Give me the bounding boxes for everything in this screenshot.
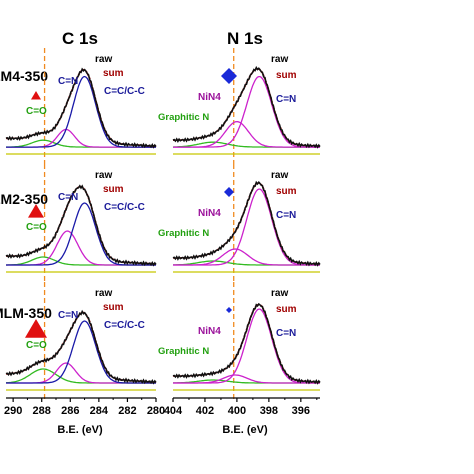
panel-c1s-mlm: raw sum C=N C=C/C-C C=O (5, 282, 157, 400)
tick-label: 288 (33, 405, 51, 417)
label-raw: raw (271, 54, 288, 65)
series-nin4 (173, 120, 320, 148)
label-cn: C=N (276, 210, 296, 221)
series-raw (5, 184, 157, 267)
row-label-lm2: LM2-350 (0, 191, 48, 207)
label-sum: sum (103, 302, 124, 313)
label-nin4: NiN4 (198, 92, 221, 103)
diamond-marker (221, 68, 237, 84)
tick-label: 280 (147, 405, 165, 417)
panel-n1s-lm2: raw sum NiN4 C=N Graphitic N (158, 164, 321, 282)
label-cn: C=N (276, 328, 296, 339)
label-sum: sum (103, 184, 124, 195)
label-nin4: NiN4 (198, 208, 221, 219)
triangle-marker (31, 91, 41, 100)
label-ccc: C=C/C-C (104, 320, 145, 331)
label-co: C=O (26, 222, 47, 233)
label-sum: sum (276, 304, 297, 315)
label-raw: raw (95, 54, 112, 65)
label-graphitic: Graphitic N (158, 228, 209, 239)
series-raw (5, 67, 157, 149)
label-cn: C=N (276, 94, 296, 105)
tick-label: 404 (164, 405, 183, 417)
tick-label: 400 (228, 405, 246, 417)
series-sum (173, 181, 321, 265)
triangle-marker (25, 319, 47, 338)
series-c-c-c-c (6, 202, 156, 266)
tick-label: 398 (260, 405, 278, 417)
series-c-n (6, 230, 156, 266)
series-nin4 (173, 374, 320, 384)
series-raw (172, 302, 321, 385)
series-raw (5, 309, 157, 385)
series-c-c-c-c (6, 320, 156, 384)
triangle-marker (28, 204, 44, 218)
diamond-marker (226, 307, 232, 313)
label-raw: raw (271, 170, 288, 181)
tick-label: 282 (118, 405, 136, 417)
label-co: C=O (26, 106, 47, 117)
tick-label: 290 (4, 405, 22, 417)
series-c-c-c-c (6, 75, 156, 148)
label-cn: C=N (58, 192, 78, 203)
column-title-c1s: C 1s (62, 29, 98, 48)
column-title-n1s: N 1s (227, 29, 263, 48)
x-axis-label-n1s: B.E. (eV) (222, 424, 268, 436)
label-raw: raw (95, 288, 112, 299)
tick-label: 286 (61, 405, 79, 417)
tick-label: 284 (90, 405, 109, 417)
tick-label: 402 (196, 405, 214, 417)
label-cn: C=N (58, 76, 78, 87)
panel-c1s-lm2: raw sum C=N C=C/C-C C=O (5, 164, 157, 282)
label-sum: sum (276, 186, 297, 197)
x-axis-c1s: 290 288 286 284 282 280 (4, 397, 165, 417)
panel-n1s-lm4: raw sum NiN4 C=N Graphitic N (158, 48, 321, 164)
x-axis-label-c1s: B.E. (eV) (57, 424, 103, 436)
diamond-marker (224, 187, 234, 197)
label-cn: C=N (58, 310, 78, 321)
tick-label: 396 (292, 405, 310, 417)
label-nin4: NiN4 (198, 326, 221, 337)
label-ccc: C=C/C-C (104, 202, 145, 213)
row-label-lm4: LM4-350 (0, 68, 48, 84)
label-raw: raw (95, 170, 112, 181)
label-sum: sum (276, 70, 297, 81)
label-graphitic: Graphitic N (158, 346, 209, 357)
series-raw (172, 65, 321, 149)
panel-c1s-lm4: raw sum C=N C=C/C-C C=O (5, 48, 157, 164)
label-sum: sum (103, 68, 124, 79)
panel-n1s-mlm: raw sum NiN4 C=N Graphitic N (158, 282, 321, 400)
label-raw: raw (271, 288, 288, 299)
label-graphitic: Graphitic N (158, 112, 209, 123)
series-nin4 (173, 248, 320, 266)
series-raw (172, 180, 321, 267)
x-axis-n1s: 404 402 400 398 396 (164, 397, 320, 417)
series-sum (172, 303, 321, 383)
series-c-n (6, 362, 156, 384)
label-ccc: C=C/C-C (104, 86, 145, 97)
row-label-mlm: MLM-350 (0, 305, 52, 321)
label-co: C=O (26, 340, 47, 351)
